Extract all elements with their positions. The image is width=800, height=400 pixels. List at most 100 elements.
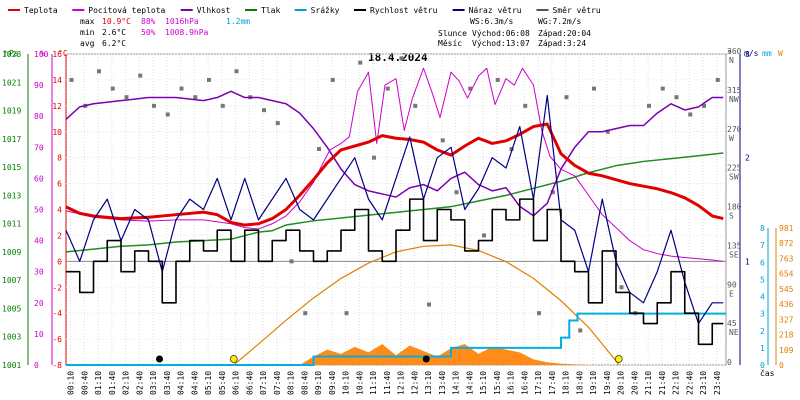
w-axis-title: W — [778, 49, 783, 58]
x-tick-40: 20:10 — [617, 371, 626, 395]
direction-point-19 — [330, 77, 335, 82]
pct-tick-0: 100 — [34, 50, 49, 59]
x-tick-8: 04:10 — [177, 371, 186, 395]
x-tick-21: 10:40 — [355, 371, 364, 395]
deg-tick-2: 270 — [727, 125, 742, 134]
ms-tick-1: 2 — [745, 154, 750, 163]
x-tick-31: 15:40 — [493, 371, 502, 395]
legend-label-0: Teplota — [24, 6, 58, 15]
x-tick-42: 21:10 — [644, 371, 653, 395]
direction-point-27 — [440, 138, 445, 143]
stat-avg-temp: 6.2°C — [102, 39, 126, 48]
axes: 00:10 00:40 01:10 01:40 02:10 02:40 03:10 03:40… — [2, 47, 794, 395]
deg-tick-3: 225 — [727, 164, 742, 173]
legend-label-2: Vlhkost — [197, 6, 231, 15]
legend: Teplota Pocitová teplota Vlhkost Tlak Srážky… — [8, 6, 601, 15]
x-tick-34: 17:10 — [534, 371, 543, 395]
direction-point-26 — [427, 302, 431, 307]
direction-point-40 — [619, 285, 624, 290]
ms-tick-0: 3 — [745, 50, 750, 59]
x-tick-26: 13:10 — [424, 371, 433, 395]
x-tick-7: 03:40 — [163, 371, 172, 395]
direction-point-39 — [605, 129, 610, 134]
legend-label-3: Tlak — [261, 6, 280, 15]
direction-point-44 — [674, 95, 679, 100]
humidity-line — [65, 90, 724, 217]
pct-tick-1: 90 — [34, 81, 44, 90]
dir-tick-1: NW — [729, 95, 739, 104]
x-tick-13: 06:40 — [245, 371, 254, 395]
c-tick-0: 16 — [52, 50, 62, 59]
pct-tick-7: 30 — [34, 268, 44, 277]
pct-tick-3: 70 — [34, 143, 44, 152]
x-tick-33: 16:40 — [520, 371, 529, 395]
c-tick-5: 6 — [57, 180, 62, 189]
sun-label: Slunce — [438, 29, 467, 38]
deg-tick-5: 135 — [727, 241, 742, 250]
deg-tick-0: 360 — [727, 47, 742, 56]
x-tick-36: 18:10 — [562, 371, 571, 395]
mm-tick-8: 0 — [760, 361, 765, 370]
x-tick-41: 20:40 — [630, 371, 639, 395]
dir-tick-5: SE — [729, 250, 739, 259]
w-tick-1: 872 — [779, 239, 794, 248]
pressure-line — [65, 152, 724, 253]
stat-min-hum: 50% — [141, 28, 156, 37]
w-tick-2: 763 — [779, 254, 794, 263]
direction-point-9 — [193, 95, 198, 100]
x-tick-10: 05:10 — [204, 371, 213, 395]
direction-point-43 — [660, 86, 665, 91]
direction-point-36 — [564, 95, 569, 100]
direction-point-2 — [97, 69, 101, 74]
dir-tick-4: S — [729, 212, 734, 221]
w-tick-8: 109 — [779, 346, 794, 355]
stat-min-label: min — [80, 28, 95, 37]
direction-point-38 — [592, 86, 596, 91]
x-tick-19: 09:40 — [328, 371, 337, 395]
hpa-tick-8: 1007 — [2, 276, 21, 285]
direction-point-5 — [138, 73, 143, 78]
x-tick-2: 01:10 — [94, 371, 103, 395]
chart-title: 18.4.2024 — [368, 51, 428, 64]
deg-tick-8: 0 — [727, 358, 732, 367]
mm-tick-2: 6 — [760, 258, 765, 267]
x-tick-30: 15:10 — [479, 371, 488, 395]
sun-marker-1 — [614, 355, 623, 363]
mm-tick-4: 4 — [760, 293, 765, 302]
x-tick-20: 10:10 — [342, 371, 351, 395]
c-tick-2: 12 — [52, 102, 62, 111]
direction-point-20 — [344, 311, 349, 316]
ms-tick-2: 1 — [745, 257, 750, 266]
direction-point-3 — [110, 86, 115, 91]
stats-panel: max min avg 10.9°C 2.6°C 6.2°C 88% 50% 1… — [80, 17, 591, 48]
pct-tick-6: 40 — [34, 237, 44, 246]
direction-point-46 — [702, 103, 706, 108]
x-tick-28: 14:10 — [452, 371, 461, 395]
deg-axis-title: ° — [727, 49, 732, 58]
c-tick-3: 10 — [52, 128, 62, 137]
deg-tick-7: 45 — [727, 319, 737, 328]
pct-axis-title: % — [40, 49, 45, 58]
series — [65, 56, 726, 366]
w-tick-6: 327 — [779, 315, 794, 324]
dir-tick-0: N — [729, 56, 734, 65]
x-tick-3: 01:40 — [108, 371, 117, 395]
x-tick-4: 02:10 — [122, 371, 131, 395]
legend-label-5: Rychlost větru — [370, 6, 438, 15]
radiation-area — [299, 344, 616, 365]
ms-axis-title: m/s — [744, 49, 759, 58]
direction-point-11 — [220, 103, 225, 108]
pct-tick-8: 20 — [34, 299, 44, 308]
stat-gust: WG:7.2m/s — [538, 17, 582, 26]
w-tick-9: 0 — [779, 361, 784, 370]
hpa-tick-10: 1003 — [2, 333, 21, 342]
x-tick-25: 12:40 — [410, 371, 419, 395]
x-tick-15: 07:40 — [273, 371, 282, 395]
rain-line — [66, 312, 726, 366]
direction-point-25 — [413, 103, 418, 108]
solar-curve — [233, 244, 620, 366]
direction-point-45 — [688, 112, 693, 117]
x-tick-5: 02:40 — [135, 371, 144, 395]
x-tick-23: 11:40 — [383, 371, 392, 395]
dir-tick-7: NE — [729, 328, 739, 337]
